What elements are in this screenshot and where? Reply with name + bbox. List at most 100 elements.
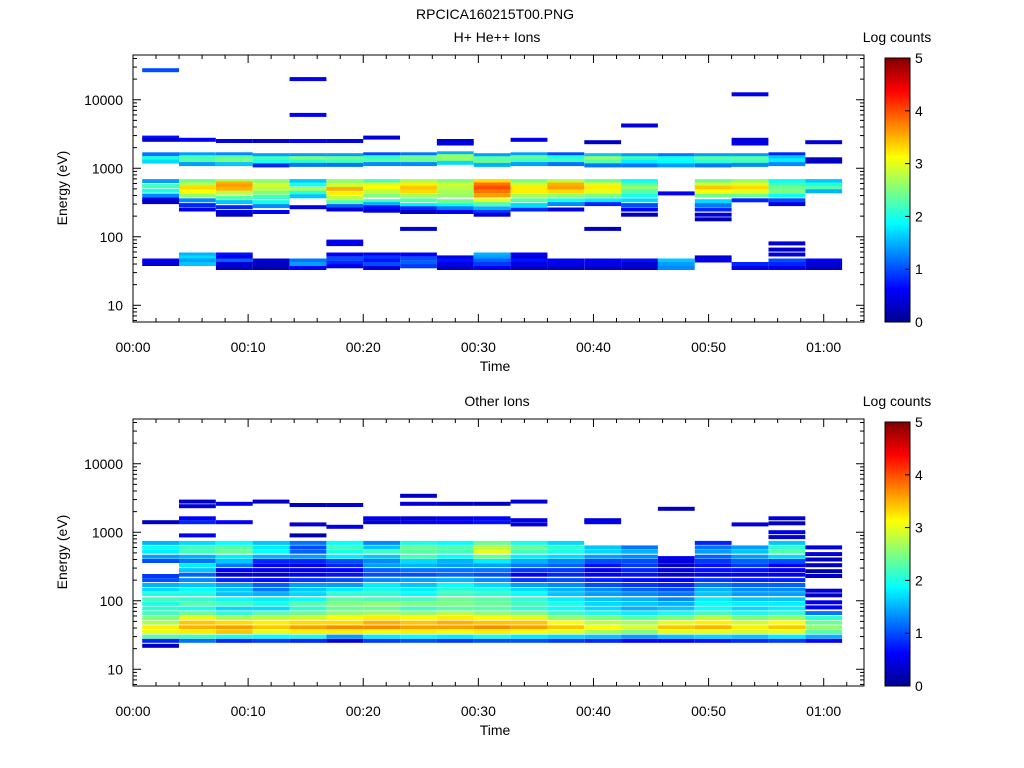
heatmap-cell	[731, 153, 769, 158]
heatmap-cell	[768, 252, 806, 257]
heatmap-cell	[215, 162, 253, 167]
heatmap-cell	[436, 255, 474, 260]
heatmap-cell	[805, 552, 843, 557]
heatmap-cell	[805, 182, 843, 187]
panel-bottom: Other Ions Log counts Time Energy (eV) 0…	[54, 393, 931, 738]
heatmap-cell	[363, 155, 400, 160]
heatmap-cell	[768, 152, 806, 157]
heatmap-cell	[768, 549, 806, 554]
heatmap-cell	[805, 266, 843, 270]
heatmap-cell	[621, 198, 658, 203]
heatmap-cell	[142, 554, 179, 559]
x-tick-label: 00:50	[691, 339, 726, 355]
heatmap-cell	[289, 549, 327, 554]
x-tick-label: 00:40	[576, 703, 611, 719]
heatmap-cell	[326, 252, 364, 257]
heatmap-cell	[694, 572, 732, 577]
heatmap-cell	[142, 179, 179, 184]
heatmap-cell	[142, 606, 179, 611]
heatmap-cell	[142, 184, 179, 188]
heatmap-cell	[473, 601, 511, 606]
heatmap-cell	[657, 159, 695, 164]
heatmap-cell	[584, 159, 622, 164]
heatmap-cell	[510, 625, 548, 630]
heatmap-cell	[584, 193, 622, 198]
heatmap-cell	[694, 182, 732, 187]
heatmap-cell	[768, 193, 806, 198]
heatmap-cell	[621, 572, 658, 577]
heatmap-cell	[547, 583, 585, 587]
heatmap-cell	[436, 193, 474, 198]
heatmap-cell	[252, 616, 290, 620]
heatmap-cell	[621, 123, 658, 128]
heatmap-cell	[436, 501, 474, 506]
heatmap-cell	[584, 202, 622, 207]
heatmap-cell	[252, 583, 290, 587]
heatmap-cell	[657, 606, 695, 611]
heatmap-cell	[621, 625, 658, 630]
heatmap-cell	[547, 152, 585, 157]
x-tick-label: 00:20	[346, 339, 381, 355]
heatmap-cell	[547, 634, 585, 639]
heatmap-cell	[805, 600, 843, 605]
heatmap-cell	[252, 563, 290, 568]
heatmap-cell	[400, 493, 437, 498]
heatmap-cell	[215, 195, 253, 200]
heatmap-cell	[215, 520, 253, 525]
y-tick-label: 10	[107, 661, 123, 677]
heatmap-cell	[547, 258, 585, 263]
heatmap-cell	[289, 601, 327, 606]
heatmap-cell	[547, 578, 585, 583]
heatmap-cell	[252, 554, 290, 559]
heatmap-cell	[473, 179, 511, 184]
heatmap-cell	[473, 630, 511, 634]
heatmap-cell	[510, 252, 548, 257]
heatmap-cell	[805, 179, 843, 184]
heatmap-cell	[179, 587, 216, 592]
heatmap-cell	[805, 140, 843, 145]
heatmap-cell	[510, 185, 548, 190]
heatmap-cell	[657, 258, 695, 263]
heatmap-cell	[621, 212, 658, 217]
heatmap-cell	[731, 193, 769, 198]
heatmap-cell	[252, 592, 290, 597]
heatmap-cell	[547, 266, 585, 270]
heatmap-cell	[179, 185, 216, 190]
heatmap-cell	[621, 203, 658, 208]
heatmap-cell	[473, 193, 511, 198]
heatmap-cell	[731, 189, 769, 194]
heatmap-cell	[584, 179, 622, 184]
heatmap-cell	[289, 545, 327, 550]
heatmap-cell	[657, 587, 695, 592]
heatmap-cell	[363, 572, 400, 577]
heatmap-cell	[473, 252, 511, 257]
heatmap-cell	[547, 606, 585, 611]
panel-bottom-y-axis: 10 100 1000 10000	[84, 422, 864, 685]
heatmap-cell	[768, 616, 806, 620]
heatmap-cell	[179, 554, 216, 559]
heatmap-cell	[473, 540, 511, 545]
heatmap-cell	[252, 262, 290, 266]
heatmap-cell	[252, 186, 290, 191]
heatmap-cell	[547, 185, 585, 190]
heatmap-cell	[289, 587, 327, 592]
panel-top-colorbar	[884, 57, 911, 323]
heatmap-cell	[179, 578, 216, 583]
heatmap-cell	[731, 601, 769, 606]
x-tick-label: 01:00	[806, 339, 841, 355]
panel-top: H+ He++ Ions Log counts Time Energy (eV)…	[54, 29, 931, 374]
heatmap-cell	[584, 189, 622, 194]
heatmap-cell	[400, 520, 437, 525]
heatmap-cell	[215, 258, 253, 263]
heatmap-cell	[694, 255, 732, 260]
heatmap-cell	[289, 563, 327, 568]
heatmap-cell	[768, 258, 806, 263]
heatmap-cell	[179, 137, 216, 142]
heatmap-cell	[805, 620, 843, 625]
heatmap-cell	[768, 266, 806, 270]
heatmap-cell	[473, 520, 511, 525]
heatmap-cell	[510, 189, 548, 194]
heatmap-cell	[510, 499, 548, 504]
heatmap-cell	[694, 597, 732, 602]
